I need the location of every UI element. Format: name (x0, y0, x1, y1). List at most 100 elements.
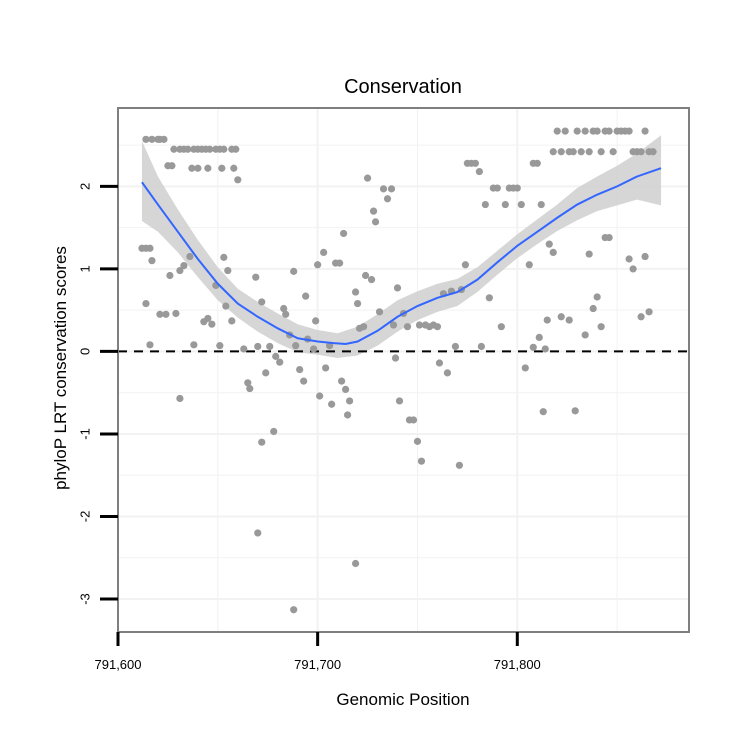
data-point (415, 321, 424, 329)
data-point (475, 167, 483, 176)
x-tick-label: 791,700 (294, 657, 341, 672)
data-point (180, 262, 188, 270)
data-point (597, 148, 605, 156)
data-point (240, 345, 248, 353)
data-point (170, 145, 178, 153)
data-point (234, 176, 242, 184)
data-point (497, 323, 505, 331)
data-point (160, 135, 168, 143)
data-point (224, 266, 232, 275)
data-point (375, 308, 384, 316)
data-point (172, 309, 180, 318)
data-point (605, 233, 613, 242)
data-point (435, 359, 444, 367)
data-point (649, 148, 657, 156)
data-point (501, 200, 509, 209)
data-point (395, 397, 404, 405)
data-points (138, 127, 657, 614)
data-point (353, 299, 362, 308)
data-point (218, 164, 226, 172)
data-point (351, 559, 360, 568)
data-point (312, 317, 320, 325)
data-point (581, 127, 589, 135)
data-point (190, 341, 198, 349)
data-point (471, 159, 479, 167)
x-axis: 791,600 791,700 791,800 (95, 632, 541, 672)
data-point (451, 342, 460, 351)
y-tick-label: -1 (77, 428, 92, 440)
data-point (481, 200, 489, 209)
data-point (371, 218, 380, 226)
data-point (184, 145, 192, 153)
data-point (477, 342, 485, 351)
data-point (513, 184, 521, 192)
data-point (641, 127, 649, 135)
y-axis: -3 -2 -1 0 1 2 (77, 183, 118, 605)
data-point (252, 273, 260, 281)
data-point (553, 127, 561, 135)
data-point (525, 261, 533, 269)
data-point (220, 253, 228, 261)
data-point (336, 259, 344, 267)
data-point (391, 354, 400, 362)
data-point (204, 314, 212, 323)
data-point (208, 320, 216, 328)
data-point (270, 427, 278, 436)
data-point (543, 316, 551, 324)
data-point (254, 342, 262, 351)
y-tick-label: -3 (77, 593, 92, 605)
data-point (168, 162, 176, 170)
data-point (342, 385, 350, 393)
data-point (300, 377, 308, 385)
data-point (142, 135, 150, 143)
x-axis-label: Genomic Position (336, 690, 469, 709)
data-point (533, 159, 541, 167)
data-point (302, 292, 310, 300)
data-point (369, 207, 378, 215)
data-point (258, 438, 266, 446)
data-point (188, 164, 196, 172)
data-point (292, 342, 300, 350)
smooth-line-layer (141, 167, 662, 346)
data-point (625, 127, 633, 135)
data-point (557, 148, 565, 156)
data-point (585, 148, 593, 156)
y-axis-label: phyloP LRT conservation scores (51, 246, 70, 490)
data-point (569, 148, 577, 156)
data-point (565, 316, 573, 324)
data-point (162, 310, 170, 318)
panel-border (117, 107, 690, 633)
data-point (146, 341, 154, 349)
data-point (156, 310, 164, 318)
y-tick-label: 1 (77, 265, 92, 272)
smooth-line (141, 167, 662, 346)
data-point (216, 342, 224, 350)
data-point (589, 304, 597, 313)
data-point (244, 379, 252, 387)
data-point (266, 342, 274, 351)
data-point (637, 313, 645, 321)
data-point (363, 174, 372, 182)
data-point (605, 127, 613, 135)
data-point (549, 148, 557, 156)
data-point (246, 384, 254, 393)
data-point (272, 352, 280, 360)
data-point (383, 195, 392, 203)
data-point (535, 333, 543, 342)
data-point (228, 317, 236, 325)
data-point (148, 135, 156, 143)
data-point (351, 288, 360, 296)
data-point (280, 304, 288, 313)
data-point (637, 148, 645, 156)
data-point (645, 308, 653, 316)
data-point (176, 394, 184, 403)
data-point (625, 255, 633, 263)
data-point (220, 145, 228, 153)
data-point (276, 358, 284, 366)
data-point (230, 164, 238, 172)
data-point (316, 392, 324, 400)
data-point (146, 244, 154, 252)
data-point (541, 345, 549, 353)
data-point (338, 377, 346, 385)
